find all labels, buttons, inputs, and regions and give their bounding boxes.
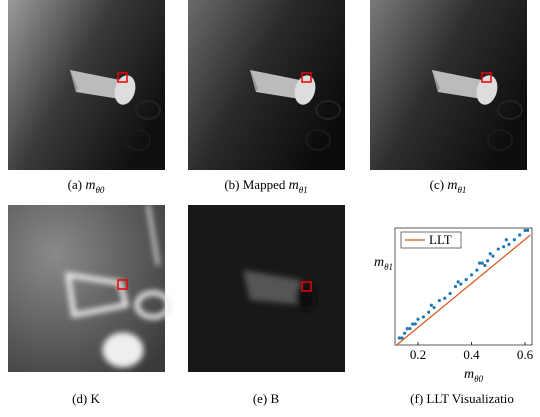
x-axis-label: mθ0 xyxy=(464,367,484,384)
scatter-point xyxy=(483,264,486,267)
caption-label: (a) xyxy=(68,177,82,192)
panel-caption: (b) Mapped mθ1 xyxy=(224,177,307,195)
page: {"panels": [ {"label": "(a)", "symbol": … xyxy=(0,0,540,412)
math-subscript: θ1 xyxy=(457,185,466,195)
scatter-point xyxy=(403,332,406,335)
panel-caption: (a) mθ0 xyxy=(68,177,105,195)
caption-label: (b) Mapped xyxy=(224,177,286,192)
scatter-point xyxy=(526,229,529,232)
scatter-point xyxy=(475,269,478,272)
scatter-point xyxy=(465,278,468,281)
scatter-point xyxy=(438,299,441,302)
scatter-point xyxy=(430,304,433,307)
panel-caption: (e) B xyxy=(253,391,280,406)
scatter-point xyxy=(427,311,430,314)
scatter-point xyxy=(432,306,435,309)
figure: (a) mθ0(b) Mapped mθ1(c) mθ1(d) K (e) B … xyxy=(0,0,540,412)
caption-label: (f) LLT Visualizatio xyxy=(410,391,514,406)
math-subscript: θ0 xyxy=(95,185,104,195)
scatter-point xyxy=(443,297,446,300)
scatter-point xyxy=(422,315,425,318)
scatter-point xyxy=(513,238,516,241)
scatter-point xyxy=(414,322,417,325)
x-tick-label: 0.6 xyxy=(517,347,534,362)
scatter-point xyxy=(457,280,460,283)
panel-caption: (d) K xyxy=(72,391,100,406)
math-symbol: m xyxy=(85,178,95,193)
legend-label: LLT xyxy=(429,232,452,247)
y-axis-label: mθ1 xyxy=(374,255,393,272)
x-tick-label: 0.2 xyxy=(410,347,426,362)
scatter-point xyxy=(505,238,508,241)
scatter-point xyxy=(497,247,500,250)
panel-caption: (c) mθ1 xyxy=(430,177,467,195)
math-symbol: m xyxy=(447,178,457,193)
caption-label: (c) xyxy=(430,177,444,192)
scatter-point xyxy=(459,283,462,286)
math-symbol: m xyxy=(374,255,384,270)
math-subscript: θ1 xyxy=(384,262,393,272)
scatter-point xyxy=(478,262,481,265)
caption-label: (e) B xyxy=(253,391,280,406)
math-subscript: θ0 xyxy=(474,374,483,384)
math-symbol: m xyxy=(289,178,299,193)
scatter-point xyxy=(518,233,521,236)
math-symbol: m xyxy=(464,367,474,382)
scatter-point xyxy=(454,285,457,288)
scatter-point xyxy=(491,254,494,257)
scatter-point xyxy=(416,318,419,321)
scatter-point xyxy=(470,273,473,276)
x-tick-label: 0.4 xyxy=(463,347,480,362)
scatter-point xyxy=(486,259,489,262)
scatter-point xyxy=(489,252,492,255)
scatter-point xyxy=(449,292,452,295)
math-subscript: θ1 xyxy=(299,185,308,195)
caption-label: (d) K xyxy=(72,391,100,406)
panel-caption: (f) LLT Visualizatio xyxy=(410,391,514,406)
scatter-point xyxy=(408,327,411,330)
scatter-point xyxy=(507,243,510,246)
scatter-point xyxy=(502,245,505,248)
